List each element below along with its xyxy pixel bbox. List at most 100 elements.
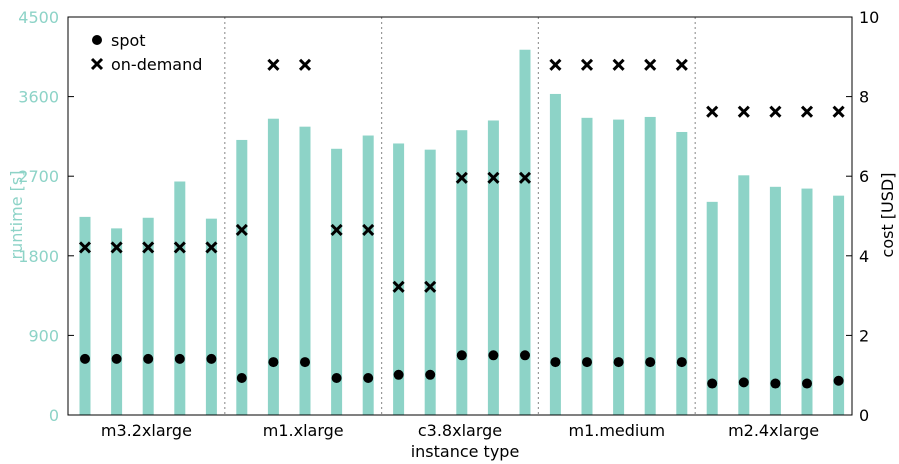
left-tick-label: 900 xyxy=(28,326,59,345)
on-demand-point-m1.medium-3 xyxy=(612,58,625,71)
spot-point-c3.8xlarge-2 xyxy=(425,369,436,380)
bar-m1.xlarge-2 xyxy=(267,118,279,415)
bar-m1.medium-4 xyxy=(644,116,656,415)
legend-on-demand-marker xyxy=(90,57,104,71)
bar-m3.2xlarge-4 xyxy=(174,181,186,415)
on-demand-point-m1.medium-2 xyxy=(580,58,594,71)
spot-point-m2.4xlarge-4 xyxy=(802,378,812,389)
spot-point-m1.medium-4 xyxy=(645,357,656,368)
left-axis-tick-labels: 0 900 1800 2700 3600 4500 xyxy=(18,8,59,425)
left-tick-label: 4500 xyxy=(18,8,59,27)
right-tick-label: 4 xyxy=(859,247,869,266)
spot-point-m2.4xlarge-2 xyxy=(738,377,749,388)
spot-point-m1.xlarge-5 xyxy=(363,372,374,383)
spot-point-m3.2xlarge-5 xyxy=(206,353,217,364)
right-axis-label: cost [USD] xyxy=(878,173,897,258)
spot-point-m3.2xlarge-3 xyxy=(143,353,154,364)
on-demand-point-m3.2xlarge-4 xyxy=(173,241,186,254)
on-demand-point-m1.xlarge-4 xyxy=(330,223,343,236)
bar-m2.4xlarge-3 xyxy=(769,186,781,415)
bar-c3.8xlarge-3 xyxy=(456,130,468,415)
bar-c3.8xlarge-5 xyxy=(519,49,531,415)
axis-ticks xyxy=(68,16,852,416)
right-axis-tick-labels: 0 2 4 6 8 10 xyxy=(859,8,879,425)
spot-point-m2.4xlarge-1 xyxy=(707,378,718,389)
left-tick-label: 0 xyxy=(49,406,59,425)
on-demand-point-m2.4xlarge-1 xyxy=(706,105,719,118)
category-labels: m3.2xlarge m1.xlarge c3.8xlarge m1.medium m2… xyxy=(101,421,819,440)
on-demand-point-c3.8xlarge-4 xyxy=(487,171,500,184)
spot-point-m2.4xlarge-3 xyxy=(770,378,781,389)
spot-point-m1.xlarge-2 xyxy=(268,357,279,368)
bar-m1.medium-2 xyxy=(581,117,593,416)
right-tick-label: 8 xyxy=(859,88,869,107)
legend-spot-label: spot xyxy=(111,31,146,50)
right-tick-label: 10 xyxy=(859,8,879,27)
bar-m2.4xlarge-4 xyxy=(801,188,813,415)
bar-m3.2xlarge-3 xyxy=(142,217,154,415)
bar-m2.4xlarge-1 xyxy=(706,201,718,415)
bar-m1.medium-5 xyxy=(676,131,688,415)
bar-m1.medium-3 xyxy=(613,119,625,416)
group-separators xyxy=(224,17,696,415)
spot-point-m1.medium-5 xyxy=(676,357,687,368)
on-demand-point-m3.2xlarge-5 xyxy=(205,241,218,254)
right-tick-label: 0 xyxy=(859,406,869,425)
spot-point-m3.2xlarge-2 xyxy=(111,353,122,364)
on-demand-point-m2.4xlarge-2 xyxy=(737,105,750,118)
spot-point-m1.medium-1 xyxy=(550,357,561,368)
left-tick-label: 3600 xyxy=(18,88,59,107)
spot-point-m1.medium-2 xyxy=(582,357,592,368)
category-label-m1.xlarge: m1.xlarge xyxy=(263,421,344,440)
spot-point-m1.xlarge-4 xyxy=(331,372,342,383)
spot-point-c3.8xlarge-3 xyxy=(456,350,467,361)
category-label-m1.medium: m1.medium xyxy=(568,421,665,440)
right-tick-label: 2 xyxy=(859,326,869,345)
bar-m2.4xlarge-2 xyxy=(738,175,750,415)
on-demand-point-c3.8xlarge-1 xyxy=(392,280,405,293)
on-demand-point-m1.xlarge-2 xyxy=(267,58,280,71)
bar-m3.2xlarge-5 xyxy=(205,218,217,415)
x-axis-label: instance type xyxy=(411,442,520,461)
bar-m1.xlarge-3 xyxy=(299,126,311,415)
spot-point-c3.8xlarge-5 xyxy=(520,350,530,361)
spot-point-m3.2xlarge-4 xyxy=(174,353,185,364)
bar-c3.8xlarge-1 xyxy=(393,143,405,415)
runtime-bars xyxy=(79,49,845,416)
bar-c3.8xlarge-2 xyxy=(424,149,436,415)
left-tick-label: 1800 xyxy=(18,247,59,266)
left-tick-label: 2700 xyxy=(18,167,59,186)
bar-c3.8xlarge-4 xyxy=(487,120,499,415)
on-demand-point-m1.medium-4 xyxy=(644,58,657,71)
on-demand-point-m3.2xlarge-3 xyxy=(142,241,155,254)
legend-on-demand-label: on-demand xyxy=(111,55,202,74)
bar-m1.xlarge-1 xyxy=(236,139,248,415)
legend: spot on-demand xyxy=(90,31,202,74)
spot-point-c3.8xlarge-4 xyxy=(488,350,499,361)
spot-point-c3.8xlarge-1 xyxy=(393,369,404,380)
on-demand-point-m1.medium-5 xyxy=(675,58,688,71)
on-demand-point-m2.4xlarge-3 xyxy=(769,105,782,118)
on-demand-point-c3.8xlarge-5 xyxy=(518,171,532,184)
spot-point-m1.medium-3 xyxy=(613,357,624,368)
right-tick-label: 6 xyxy=(859,167,869,186)
spot-point-m1.xlarge-3 xyxy=(300,357,310,368)
on-demand-point-c3.8xlarge-3 xyxy=(455,171,468,184)
on-demand-point-m2.4xlarge-5 xyxy=(832,105,845,118)
bar-m1.xlarge-4 xyxy=(331,148,343,415)
bar-m3.2xlarge-2 xyxy=(111,228,123,415)
on-demand-point-m3.2xlarge-2 xyxy=(110,241,123,254)
on-demand-point-m1.xlarge-5 xyxy=(362,223,375,236)
left-axis-label: runtime [s] xyxy=(7,171,26,260)
category-label-m3.2xlarge: m3.2xlarge xyxy=(101,421,192,440)
bar-m1.medium-1 xyxy=(549,93,561,416)
on-demand-point-c3.8xlarge-2 xyxy=(424,280,437,293)
spot-point-m2.4xlarge-5 xyxy=(833,375,844,386)
on-demand-point-m1.xlarge-1 xyxy=(235,223,248,236)
bar-m2.4xlarge-5 xyxy=(833,195,845,415)
plot-frame xyxy=(67,16,853,416)
bar-m3.2xlarge-1 xyxy=(79,216,91,415)
category-label-c3.8xlarge: c3.8xlarge xyxy=(418,421,502,440)
on-demand-point-m2.4xlarge-4 xyxy=(800,105,814,118)
category-label-m2.4xlarge: m2.4xlarge xyxy=(728,421,819,440)
